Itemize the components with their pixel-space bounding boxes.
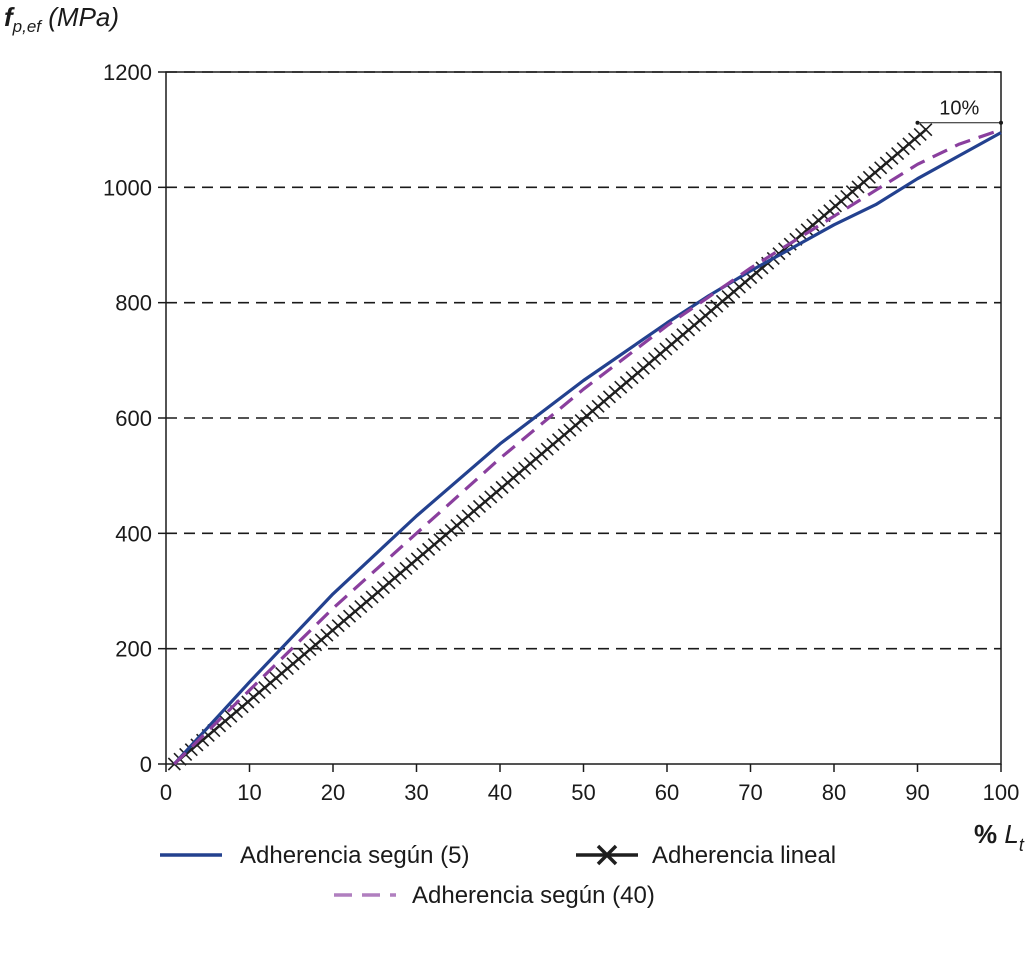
x-axis-title-sub: t: [1019, 835, 1025, 855]
x-tick-label: 50: [571, 780, 595, 805]
x-tick-label: 10: [237, 780, 261, 805]
y-tick-label: 1200: [103, 60, 152, 85]
annotation-label: 10%: [939, 98, 979, 120]
legend-label-5: Adherencia según (5): [240, 842, 469, 869]
y-axis-title: fp,ef (MPa): [4, 2, 119, 36]
x-tick-label: 0: [160, 780, 172, 805]
x-axis-title-var: L: [1004, 819, 1018, 849]
y-tick-label: 800: [115, 291, 152, 316]
x-tick-label: 60: [655, 780, 679, 805]
y-tick-label: 0: [140, 752, 152, 777]
x-tick-label: 20: [321, 780, 345, 805]
series-group: [168, 124, 1001, 770]
y-axis-title-sub: p,ef: [12, 17, 44, 36]
cross-marker: [920, 124, 932, 136]
legend-item-5: Adherencia según (5): [160, 842, 469, 869]
legend: Adherencia según (40) Adherencia según (…: [160, 842, 836, 909]
legend-item-40: Adherencia según (40): [334, 882, 655, 909]
y-axis-ticks: 0 200 400 600 800 1000 1200: [103, 60, 166, 777]
y-axis-title-unit: (MPa): [41, 2, 119, 32]
legend-label-40: Adherencia según (40): [412, 882, 655, 909]
y-tick-label: 200: [115, 637, 152, 662]
x-axis-ticks: 0 10 20 30 40 50 60 70 80 90 100: [160, 764, 1019, 805]
annotation-end-dot: [999, 121, 1003, 125]
x-tick-label: 30: [404, 780, 428, 805]
y-tick-label: 1000: [103, 175, 152, 200]
x-tick-label: 80: [822, 780, 846, 805]
annotation-10pct: 10%: [916, 98, 1004, 125]
y-tick-label: 400: [115, 521, 152, 546]
x-tick-label: 40: [488, 780, 512, 805]
legend-item-lineal: Adherencia lineal: [576, 842, 836, 869]
legend-label-lineal: Adherencia lineal: [652, 842, 836, 869]
x-axis-title-main: %: [974, 819, 1004, 849]
grid-lines: [166, 72, 1001, 649]
annotation-end-dot: [916, 121, 920, 125]
y-tick-label: 600: [115, 406, 152, 431]
x-tick-label: 70: [738, 780, 762, 805]
x-axis-title: % Lt: [974, 819, 1025, 855]
x-tick-label: 90: [905, 780, 929, 805]
x-tick-label: 100: [983, 780, 1020, 805]
